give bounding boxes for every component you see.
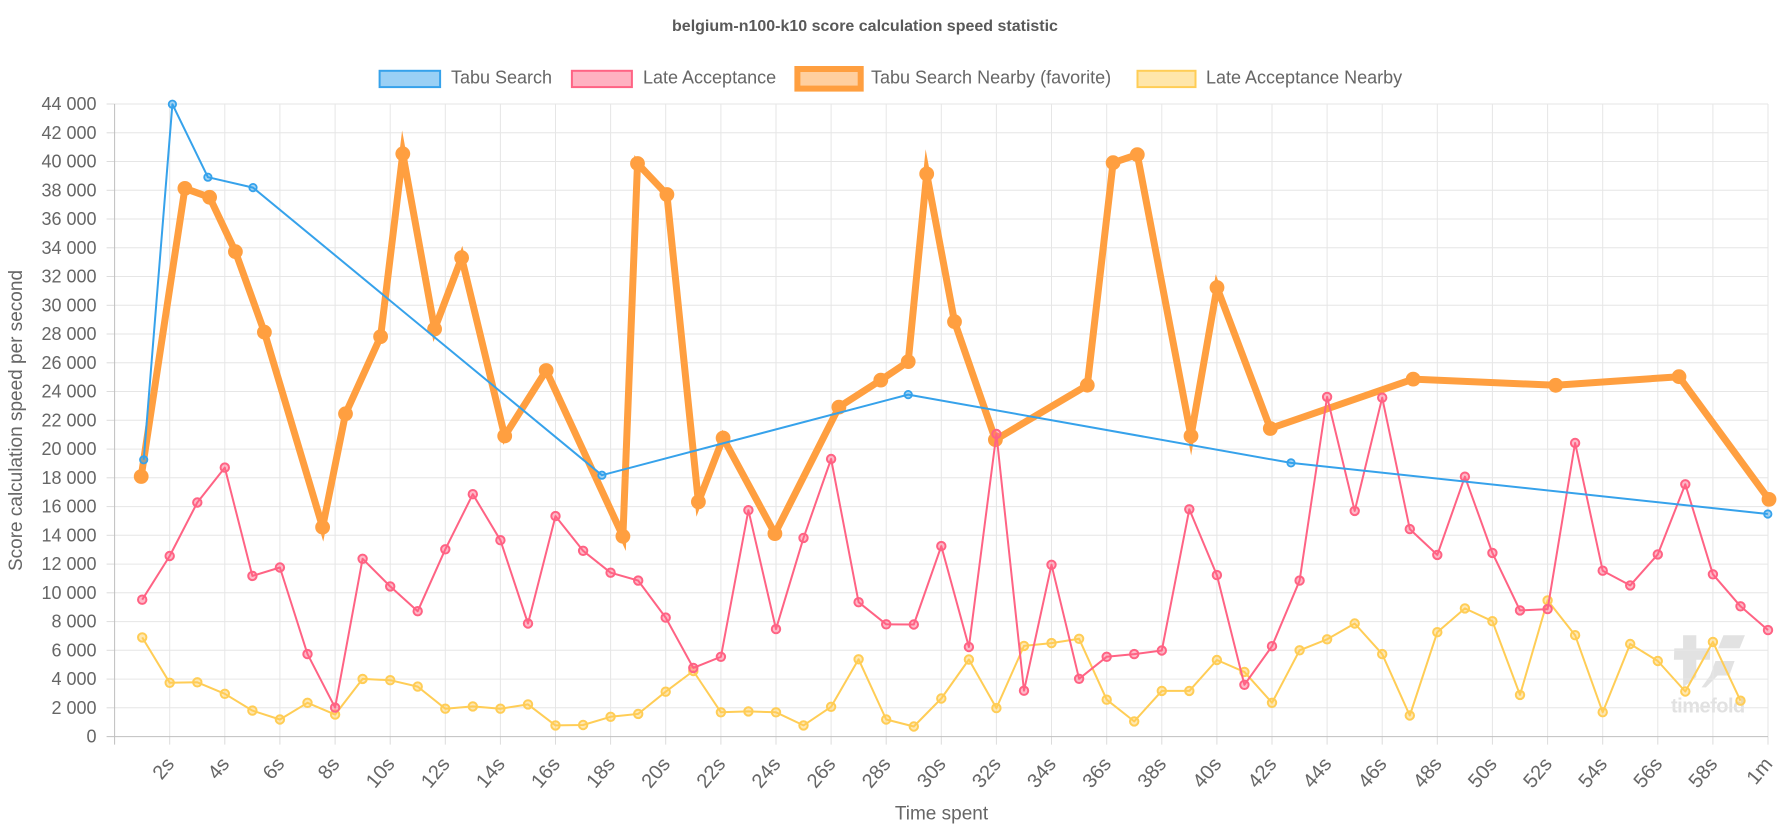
svg-text:34 000: 34 000 xyxy=(41,238,96,258)
svg-text:Tabu Search: Tabu Search xyxy=(451,68,552,88)
svg-text:32 000: 32 000 xyxy=(41,267,96,287)
svg-text:8 000: 8 000 xyxy=(51,612,96,632)
svg-text:Late Acceptance Nearby: Late Acceptance Nearby xyxy=(1206,68,1402,88)
svg-text:6 000: 6 000 xyxy=(51,640,96,660)
svg-text:42 000: 42 000 xyxy=(41,123,96,143)
svg-text:Tabu Search Nearby (favorite): Tabu Search Nearby (favorite) xyxy=(871,68,1111,88)
svg-text:28 000: 28 000 xyxy=(41,324,96,344)
svg-text:22 000: 22 000 xyxy=(41,410,96,430)
svg-text:timefold: timefold xyxy=(1671,696,1745,718)
svg-text:26 000: 26 000 xyxy=(41,353,96,373)
svg-text:36 000: 36 000 xyxy=(41,209,96,229)
svg-text:Late Acceptance: Late Acceptance xyxy=(643,68,776,88)
svg-text:24 000: 24 000 xyxy=(41,382,96,402)
svg-text:40 000: 40 000 xyxy=(41,152,96,172)
svg-text:10 000: 10 000 xyxy=(41,583,96,603)
svg-text:0: 0 xyxy=(86,727,96,747)
svg-text:44 000: 44 000 xyxy=(41,94,96,114)
svg-text:2 000: 2 000 xyxy=(51,698,96,718)
svg-text:18 000: 18 000 xyxy=(41,468,96,488)
svg-text:38 000: 38 000 xyxy=(41,180,96,200)
svg-text:30 000: 30 000 xyxy=(41,295,96,315)
svg-text:20 000: 20 000 xyxy=(41,439,96,459)
svg-text:belgium-n100-k10 score calcula: belgium-n100-k10 score calculation speed… xyxy=(672,18,1058,35)
svg-text:Time spent: Time spent xyxy=(895,804,989,825)
svg-text:Score calculation speed per se: Score calculation speed per second xyxy=(6,270,27,571)
svg-text:14 000: 14 000 xyxy=(41,525,96,545)
svg-text:4 000: 4 000 xyxy=(51,669,96,689)
svg-text:16 000: 16 000 xyxy=(41,497,96,517)
svg-text:12 000: 12 000 xyxy=(41,554,96,574)
